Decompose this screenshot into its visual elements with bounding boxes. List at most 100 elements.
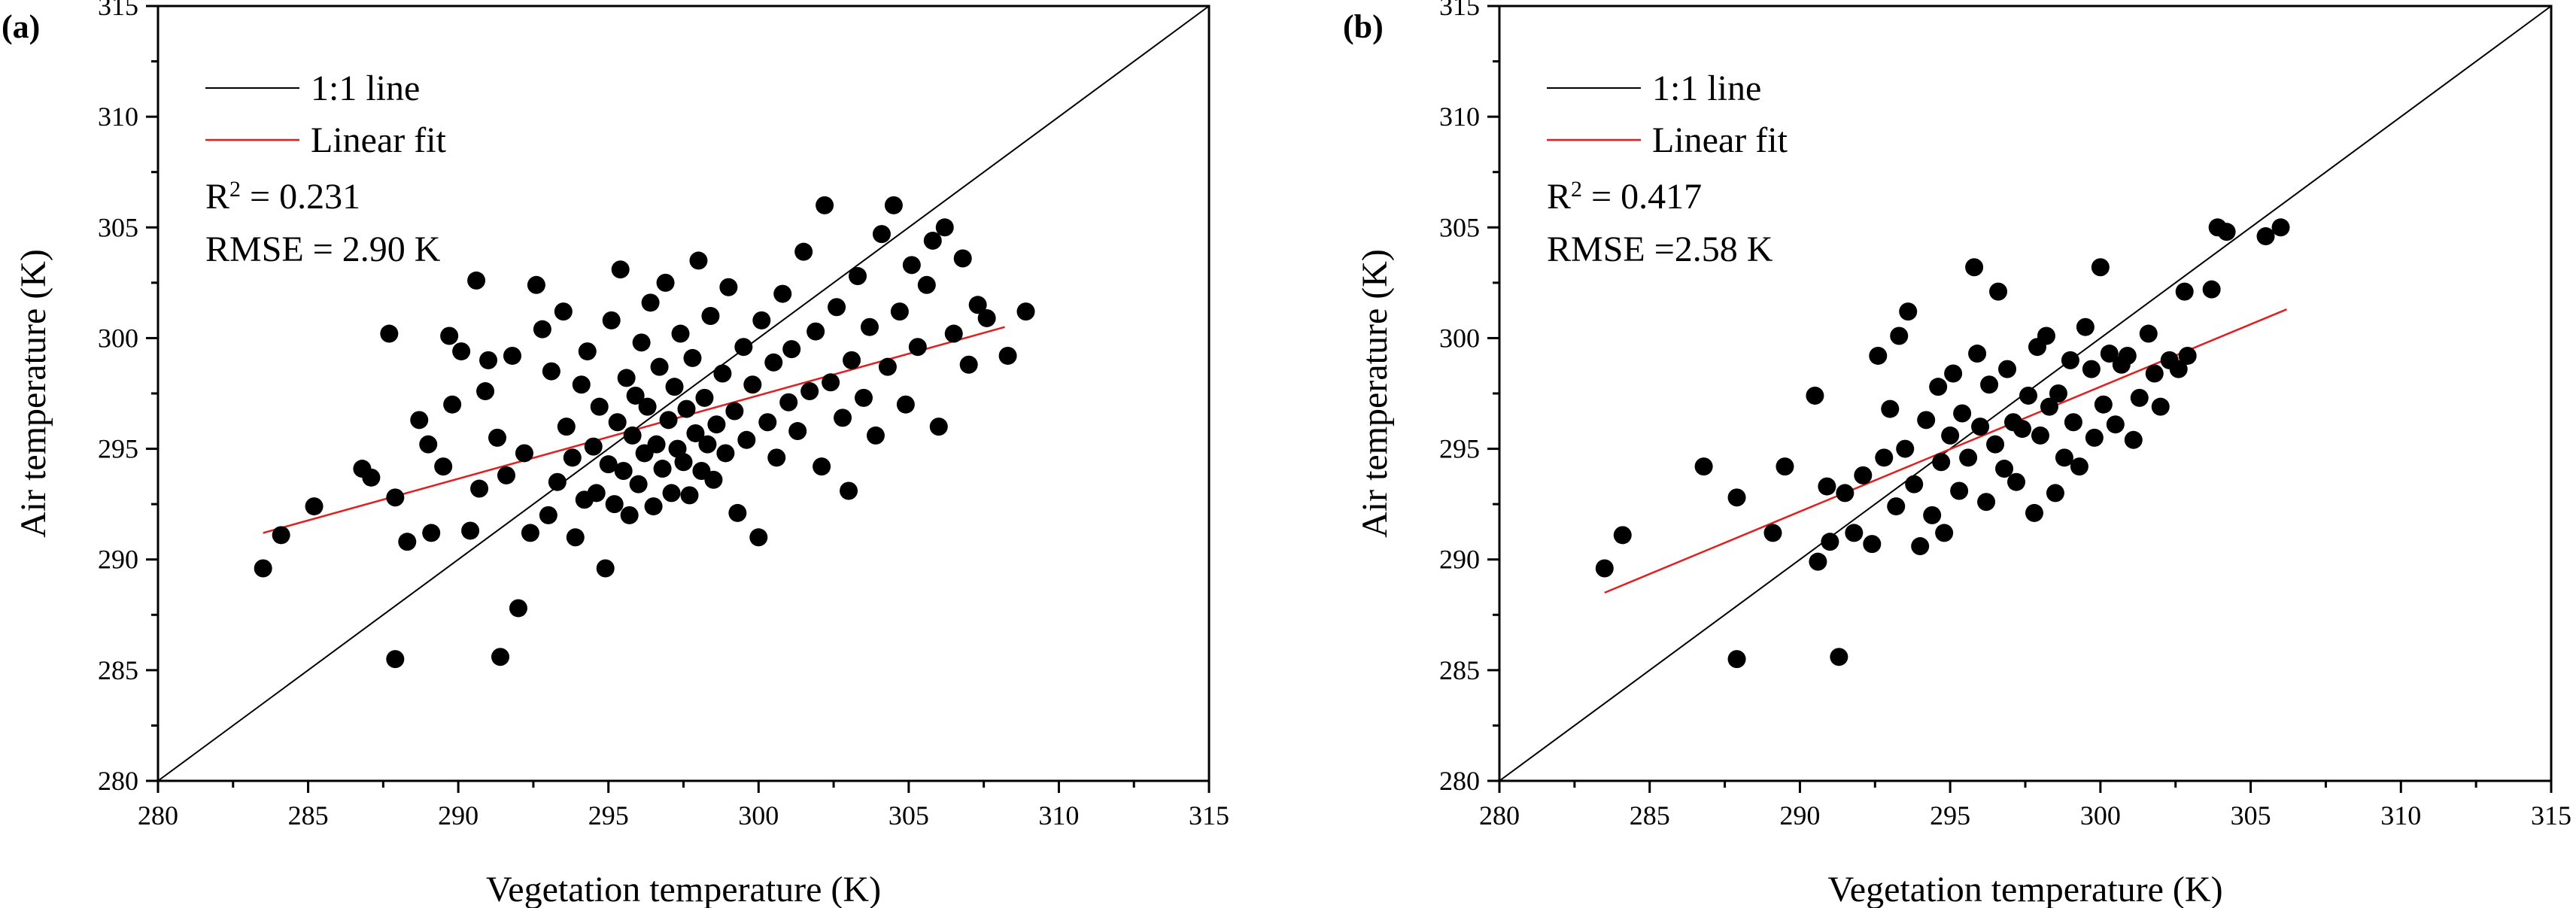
- scatter-point: [476, 382, 495, 401]
- scatter-point: [2202, 280, 2221, 299]
- scatter-point: [935, 218, 954, 237]
- scatter-point: [2130, 388, 2149, 407]
- scatter-point: [380, 324, 399, 343]
- scatter-point: [719, 278, 738, 296]
- scatter-point: [434, 457, 453, 476]
- scatter-point: [410, 411, 429, 430]
- scatter-point: [1950, 481, 1969, 500]
- scatter-point: [849, 267, 867, 286]
- scatter-point: [2013, 420, 2032, 439]
- r-squared-label: R2 = 0.231: [205, 177, 360, 217]
- scatter-point: [728, 503, 747, 522]
- scatter-point: [1821, 533, 1839, 551]
- y-tick-label: 315: [98, 0, 138, 21]
- scatter-point: [650, 357, 669, 376]
- scatter-point: [1899, 302, 1918, 321]
- scatter-point: [707, 415, 726, 434]
- scatter-point: [2139, 324, 2158, 343]
- scatter-point: [1917, 411, 1936, 430]
- r-squared-symbol: R: [1547, 177, 1571, 217]
- scatter-point: [896, 395, 915, 414]
- scatter-point: [488, 428, 507, 447]
- scatter-point: [773, 284, 792, 303]
- scatter-point: [764, 353, 783, 372]
- scatter-point: [1929, 378, 1948, 396]
- scatter-point: [2178, 346, 2197, 365]
- scatter-point: [1905, 475, 1924, 493]
- legend-a: 1:1 line Linear fit: [205, 68, 447, 160]
- scatter-point: [644, 497, 663, 516]
- scatter-point: [2124, 430, 2143, 449]
- scatter-point: [908, 338, 927, 357]
- scatter-point: [1818, 477, 1836, 496]
- axes-b: 280 285 290 295 300 305 310 315 280 285 290 295 300 3…: [1439, 0, 2571, 831]
- scatter-points-b: [1595, 218, 2290, 669]
- panel-b: (b) 280 285 290 295 300 305 310 315 280 285 290 295…: [1343, 0, 2571, 908]
- scatter-point: [467, 271, 486, 290]
- scatter-point: [680, 486, 699, 505]
- scatter-point: [1854, 466, 1873, 484]
- scatter-point: [1806, 386, 1824, 405]
- scatter-point: [788, 422, 807, 441]
- scatter-point: [1968, 345, 1987, 363]
- legend-label-one-to-one: 1:1 line: [1652, 68, 1761, 108]
- x-tick-label: 290: [438, 800, 478, 831]
- scatter-point: [590, 397, 609, 416]
- scatter-point: [701, 307, 720, 325]
- scatter-point: [725, 402, 744, 421]
- scatter-point: [822, 373, 840, 392]
- scatter-point: [557, 418, 576, 436]
- scatter-point: [929, 418, 948, 436]
- scatter-point: [2070, 457, 2088, 476]
- scatter-point: [578, 342, 597, 361]
- scatter-point: [653, 460, 672, 478]
- scatter-point: [977, 308, 996, 327]
- panel-label-a: (a): [2, 8, 40, 45]
- scatter-point: [716, 444, 735, 463]
- scatter-point: [2046, 484, 2064, 503]
- scatter-point: [1959, 448, 1978, 467]
- scatter-point: [491, 648, 510, 667]
- scatter-point: [2076, 317, 2095, 336]
- scatter-point: [398, 533, 417, 551]
- scatter-point: [515, 444, 533, 463]
- scatter-point: [902, 256, 921, 275]
- rmse-label: RMSE = 2.90 K: [205, 229, 441, 269]
- one-to-one-line: [157, 5, 1210, 782]
- scatter-point: [1911, 537, 1930, 556]
- scatter-points-a: [254, 196, 1035, 669]
- scatter-point: [749, 528, 768, 547]
- scatter-point: [1890, 326, 1909, 345]
- scatter-point: [2061, 351, 2079, 369]
- scatter-point: [602, 311, 621, 329]
- scatter-point: [1989, 282, 2008, 301]
- scatter-point: [878, 357, 897, 376]
- axes-a: 280 285 290 295 300 305 310 315 280 285 290 295 300 3…: [98, 0, 1229, 831]
- scatter-point: [1923, 506, 1942, 524]
- scatter-point: [674, 453, 693, 472]
- scatter-point: [647, 435, 666, 454]
- scatter-point: [686, 424, 705, 442]
- x-tick-label: 285: [1630, 800, 1670, 831]
- scatter-point: [834, 408, 852, 427]
- scatter-point: [461, 521, 480, 540]
- scatter-point: [452, 342, 471, 361]
- scatter-point: [626, 386, 645, 405]
- scatter-point: [272, 526, 290, 545]
- x-tick-label: 300: [2080, 800, 2121, 831]
- scatter-point: [2049, 384, 2067, 402]
- scatter-point: [1016, 302, 1035, 321]
- scatter-point: [816, 196, 834, 214]
- y-tick-label: 315: [1439, 0, 1480, 21]
- scatter-point: [533, 320, 551, 339]
- scatter-point: [1727, 488, 1746, 507]
- scatter-point: [1776, 457, 1794, 476]
- r-squared-exponent: 2: [229, 177, 241, 202]
- scatter-point: [440, 326, 459, 345]
- scatter-point: [599, 455, 618, 474]
- scatter-point: [884, 196, 903, 214]
- scatter-point: [2169, 360, 2188, 378]
- scatter-point: [860, 317, 879, 336]
- scatter-point: [2118, 346, 2137, 365]
- scatter-point: [1830, 648, 1848, 667]
